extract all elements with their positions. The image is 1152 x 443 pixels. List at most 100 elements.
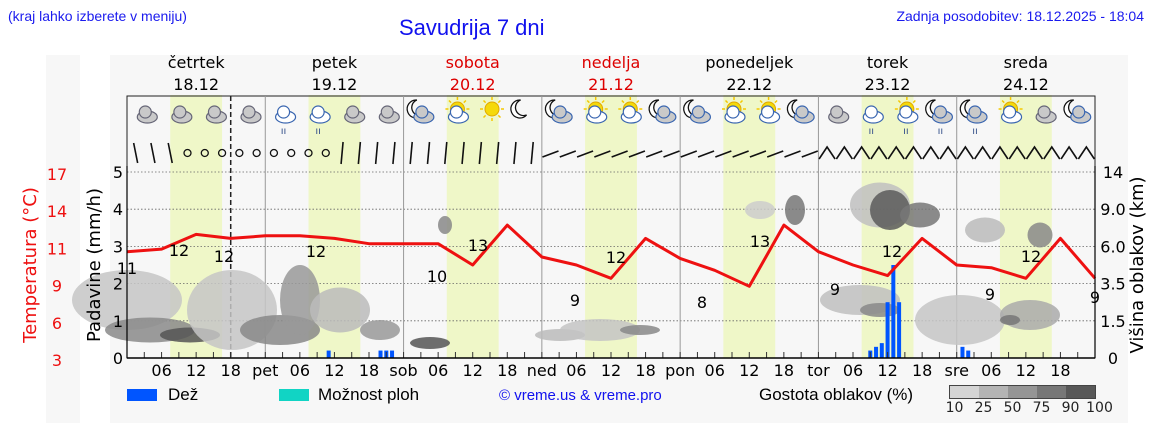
x-tick-label: 06	[981, 361, 1001, 380]
wind-barb-icon	[443, 141, 448, 165]
wind-barb-icon	[870, 145, 888, 160]
cloud-icon-puff	[311, 105, 325, 119]
density-swatch	[1066, 386, 1095, 398]
wind-barb-icon	[956, 145, 975, 160]
x-tick-label: 12	[877, 361, 897, 380]
day-date: 24.12	[1003, 75, 1049, 94]
last-update: Zadnja posodobitev: 18.12.2025 - 18:04	[896, 8, 1144, 24]
cloud-icon-puff	[415, 105, 429, 119]
density-tick: 10	[945, 400, 964, 416]
wind-barb-icon	[663, 150, 680, 158]
wind-barb-icon	[715, 150, 732, 158]
precip-tick-label: 4	[113, 200, 123, 219]
sun-ray	[774, 99, 778, 104]
temp-tick-label: 9	[52, 277, 62, 296]
rain-legend-label: Dež	[168, 385, 199, 404]
density-swatch	[979, 386, 1008, 398]
rain-bar	[879, 343, 884, 358]
wind-barb-icon	[426, 141, 431, 165]
temperature-label: 13	[750, 232, 770, 251]
cloud-height-axis-title: Višina oblakov (km)	[1127, 176, 1148, 353]
sun-ray	[724, 99, 729, 104]
calm-wind-icon	[252, 148, 261, 158]
sun-icon	[484, 101, 500, 117]
temperature-label: 8	[697, 293, 707, 312]
x-tick-label: ned	[527, 361, 557, 380]
cloud-icon-puff	[346, 105, 360, 119]
wind-barb-icon	[835, 145, 854, 160]
day-date: 19.12	[312, 75, 358, 94]
rain-drops-icon: ıı	[315, 126, 321, 137]
x-tick-label: 06	[151, 361, 171, 380]
wind-barb-icon	[1008, 145, 1026, 160]
x-tick-label: 18	[635, 361, 655, 380]
calm-wind-icon	[217, 148, 227, 158]
wind-barb-icon	[167, 142, 173, 164]
temperature-label: 12	[306, 242, 326, 261]
wind-barb-icon	[766, 150, 784, 158]
wind-barb-icon	[818, 145, 836, 160]
wind-barb-icon	[1043, 145, 1061, 160]
rain-drops-icon: ıı	[938, 126, 944, 137]
density-tick: 100	[1086, 400, 1113, 416]
rain-swatch	[127, 389, 157, 401]
cloud-density-ticks: 10 25 50 75 90 100	[940, 400, 1114, 416]
wind-barb-icon	[559, 150, 577, 158]
cloud-icon-puff	[173, 105, 187, 119]
x-tick-label: 06	[566, 361, 586, 380]
wind-barb-icon	[852, 145, 871, 160]
wind-barb-icon	[749, 150, 767, 158]
wind-barb-icon	[1077, 145, 1096, 160]
calm-wind-icon	[183, 148, 192, 158]
wind-barb-icon	[645, 150, 663, 158]
sun-ray	[482, 99, 487, 104]
wind-barb-icon	[530, 141, 535, 165]
rain-bar	[390, 350, 395, 358]
temperature-label: 12	[1021, 247, 1041, 266]
moon-icon	[510, 99, 528, 119]
day-name: četrtek	[168, 53, 226, 72]
wind-barb-icon	[732, 150, 749, 158]
cloud-height-tick-label: 0	[1108, 349, 1118, 368]
wind-barb-icon	[513, 141, 517, 165]
sun-ray	[463, 99, 467, 104]
cloud-density-blob	[1000, 300, 1060, 330]
cloud-density-blob	[1000, 315, 1020, 325]
wind-barb-icon	[628, 150, 646, 158]
wind-barb-icon	[611, 150, 628, 158]
cloud-density-blob	[915, 295, 1005, 345]
precipitation-axis-title: Padavine (mm/h)	[84, 188, 105, 342]
cloud-height-tick-label: 3.5	[1100, 275, 1125, 294]
density-swatch	[1037, 386, 1066, 398]
calm-wind-icon	[200, 148, 209, 158]
x-tick-label: 18	[774, 361, 794, 380]
sun-ray	[621, 99, 625, 104]
wind-barb-icon	[132, 142, 139, 164]
wind-barb-icon	[392, 141, 396, 165]
cloud-density-label: Gostota oblakov (%)	[759, 385, 914, 404]
precip-tick-label: 0	[113, 349, 123, 368]
x-tick-label: 06	[705, 361, 725, 380]
cloud-density-scale	[949, 385, 1096, 399]
showers-swatch	[279, 389, 309, 401]
cloud-icon-puff	[933, 105, 948, 119]
temperature-label: 9	[570, 291, 580, 310]
temperature-label: 10	[427, 267, 447, 286]
density-swatch	[1008, 386, 1037, 398]
precip-tick-label: 1	[113, 312, 123, 331]
cloud-icon-puff	[864, 105, 878, 119]
cloud-density-blob	[860, 303, 900, 317]
copyright-link[interactable]: © vreme.us & vreme.pro	[499, 387, 662, 404]
temperature-label: 9	[830, 280, 840, 299]
location-hint[interactable]: (kraj lahko izberete v meniju)	[8, 8, 187, 24]
temp-tick-label: 14	[47, 202, 67, 221]
day-name: sobota	[446, 53, 500, 72]
cloud-icon-puff	[968, 105, 982, 119]
cloud-density-blob	[1027, 222, 1053, 248]
cloud-icon-puff	[622, 105, 636, 119]
cloud-icon-puff	[553, 105, 567, 119]
cloud-density-blob	[965, 217, 1005, 243]
temp-axis-panel	[46, 55, 80, 423]
wind-barb-icon	[939, 145, 957, 160]
